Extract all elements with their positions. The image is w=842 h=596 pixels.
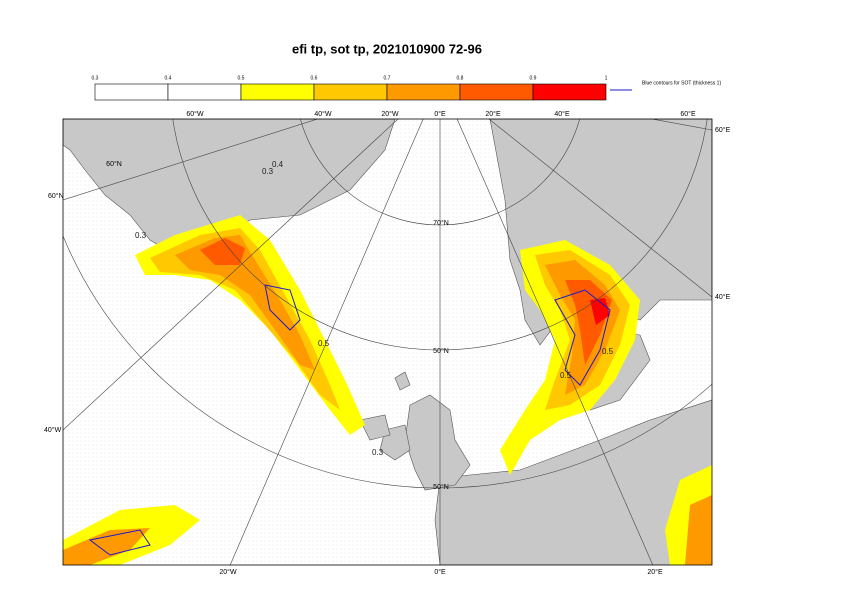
contour-label: 0.3	[262, 167, 274, 176]
colorbar-tick-label: 0.5	[238, 75, 245, 81]
grid-label: 0°E	[434, 568, 446, 576]
grid-label: 40°W	[314, 110, 332, 118]
map-frame	[62, 118, 713, 566]
colorbar-segment	[386, 83, 461, 101]
efi-shading	[63, 215, 712, 565]
sot-contours	[88, 284, 611, 556]
contour-label: 0.3	[135, 231, 147, 240]
colorbar: 0.3 0.4 0.5 0.6 0.7 0.8 0.9 1	[92, 75, 608, 101]
contour-label: 0.5	[318, 339, 330, 348]
grid-label: 40°E	[554, 110, 570, 118]
grid-label: 60°N	[106, 160, 122, 168]
grid-label: 50°N	[433, 483, 449, 491]
grid-label: 40°E	[715, 293, 731, 301]
colorbar-segment	[532, 83, 607, 101]
grid-label: 20°E	[485, 110, 501, 118]
colorbar-tick-label: 0.6	[311, 75, 318, 81]
grid-label: 60°W	[186, 110, 204, 118]
colorbar-tick-label: 0.8	[457, 75, 464, 81]
grid-label: 60°E	[680, 110, 696, 118]
title: efi tp, sot tp, 2021010900 72-96	[292, 41, 482, 56]
colorbar-tick-label: 0.7	[384, 75, 391, 81]
colorbar-tick-label: 0.9	[530, 75, 537, 81]
grid-label: 20°E	[647, 568, 663, 576]
graticule	[63, 119, 712, 565]
grid-label: 0°E	[434, 110, 446, 118]
grid-label: 60°N	[48, 192, 64, 200]
colorbar-segment	[167, 83, 242, 101]
grid-label: 70°N	[433, 219, 449, 227]
contour-label: 0.5	[560, 371, 572, 380]
grid-label: 20°W	[381, 110, 399, 118]
grid-label: 60°E	[715, 126, 731, 134]
grid-label: 40°W	[44, 426, 62, 434]
colorbar-segment	[459, 83, 534, 101]
colorbar-segment	[313, 83, 388, 101]
grid-label: 20°W	[219, 568, 237, 576]
map-labels: 60°W 40°W 20°W 0°E 20°E 40°E 60°E 60°N 4…	[44, 110, 731, 576]
contour-label: 0.5	[602, 347, 614, 356]
contour-label: 0.4	[272, 160, 284, 169]
grid-label: 50°N	[433, 347, 449, 355]
colorbar-segment	[240, 83, 315, 101]
legend-text: Blue contours for SOT (thickness 1)	[642, 80, 721, 86]
contour-labels: 0.4 0.3 0.3 0.5 0.5 0.3 0.5	[135, 160, 614, 457]
contour-label: 0.3	[372, 448, 384, 457]
colorbar-tick-label: 1	[605, 75, 608, 81]
colorbar-segment	[94, 83, 169, 101]
colorbar-tick-label: 0.4	[165, 75, 172, 81]
map	[63, 119, 712, 565]
colorbar-tick-label: 0.3	[92, 75, 99, 81]
